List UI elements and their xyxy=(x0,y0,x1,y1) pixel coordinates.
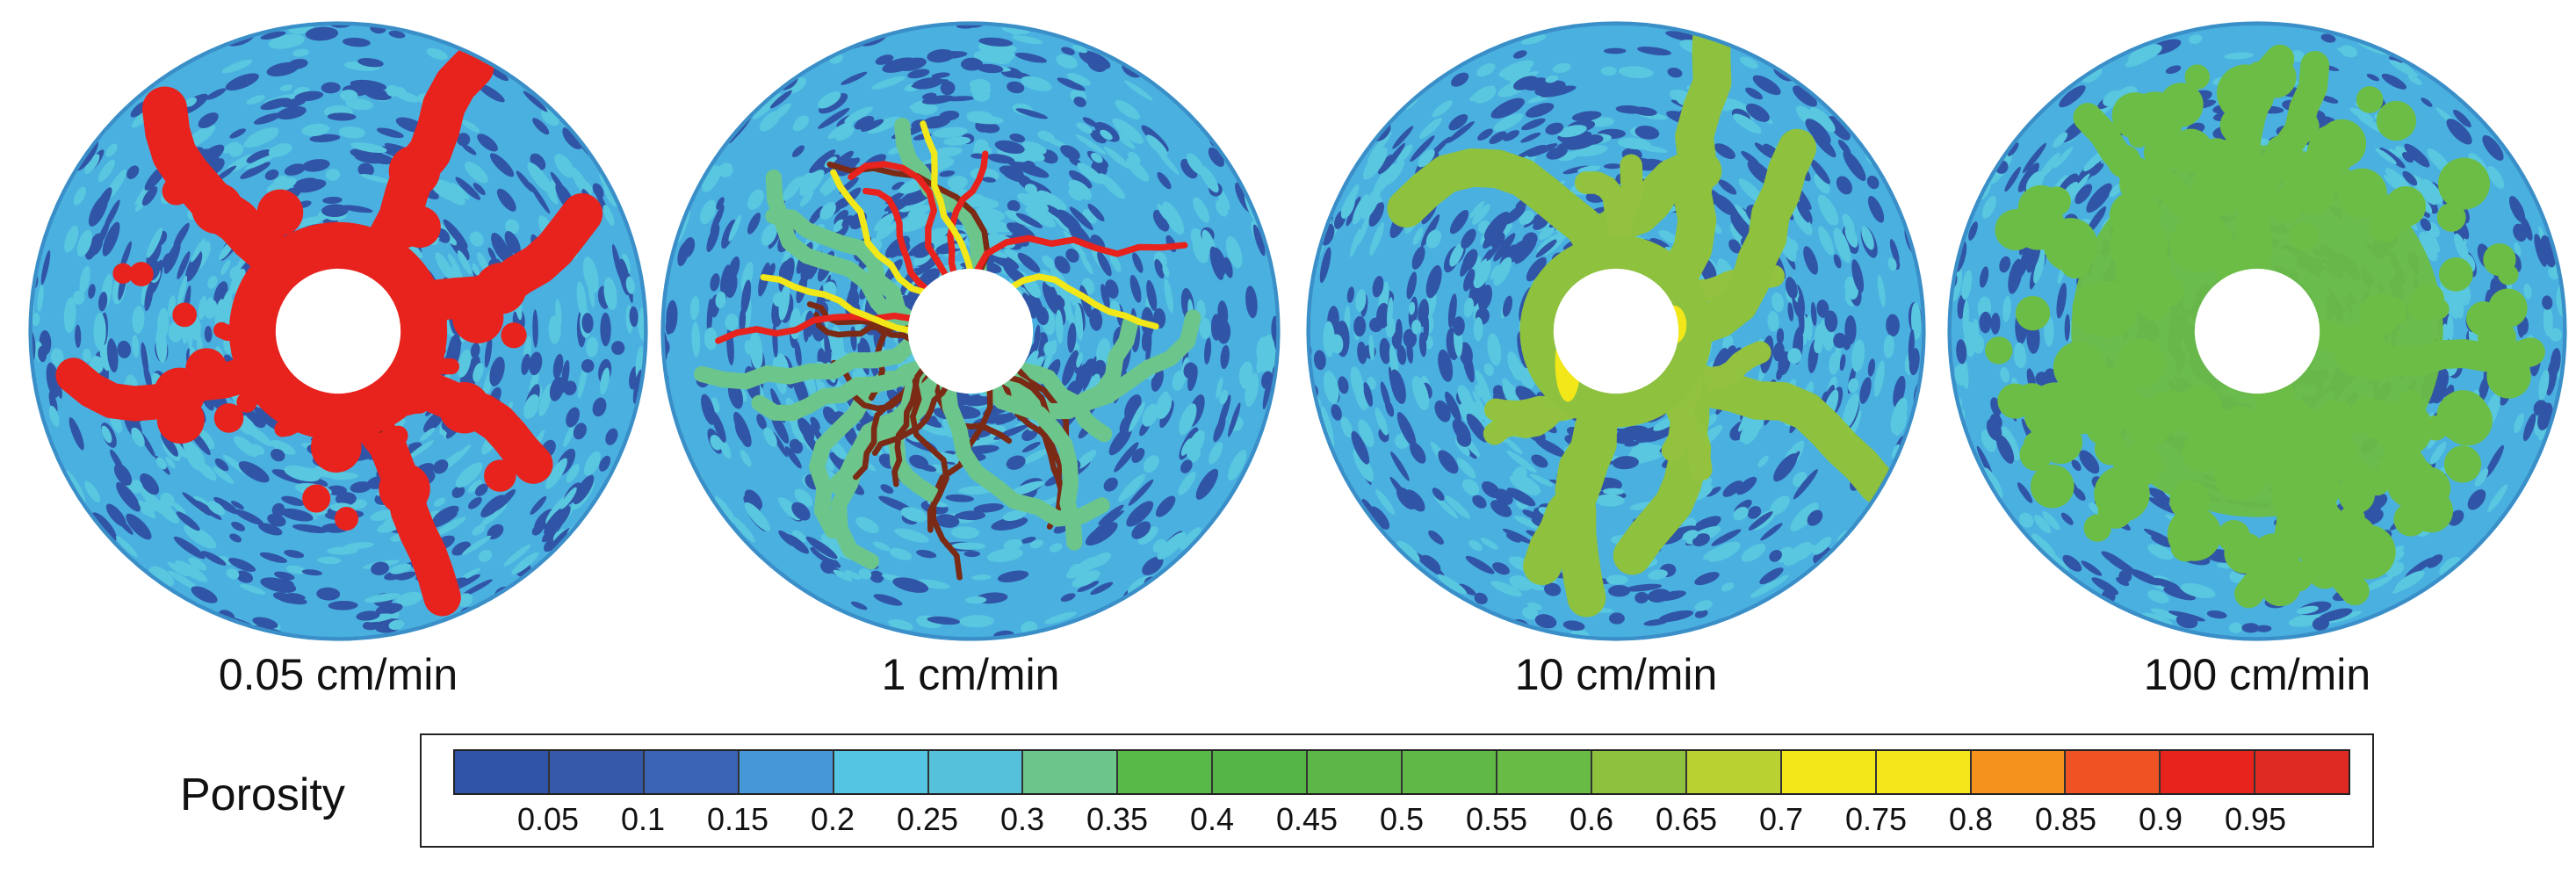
colorbar-swatch-13 xyxy=(1591,751,1687,793)
colorbar-swatch-2 xyxy=(549,751,645,793)
colorbar-label: Porosity xyxy=(180,769,345,820)
panel-10 xyxy=(1295,11,1937,652)
colorbar-swatch-16 xyxy=(1876,751,1972,793)
colorbar-tick: 0.9 xyxy=(2138,801,2183,837)
colorbar-tick: 0.15 xyxy=(706,801,769,837)
colorbar-tick: 0.95 xyxy=(2224,801,2287,837)
colorbar-tick: 0.1 xyxy=(620,801,666,837)
panel-0-05 xyxy=(18,11,659,652)
colorbar-swatch-7 xyxy=(1023,751,1119,793)
colorbar-swatch-1 xyxy=(455,751,550,793)
caption-100: 100 cm/min xyxy=(2143,650,2371,699)
colorbar-swatch-5 xyxy=(833,751,929,793)
core-disk-100 xyxy=(1947,21,2567,641)
colorbar-swatch-8 xyxy=(1118,751,1214,793)
colorbar-tick: 0.2 xyxy=(810,801,855,837)
colorbar-swatch-10 xyxy=(1308,751,1403,793)
colorbar-swatch-17 xyxy=(1971,751,2067,793)
panel-100 xyxy=(1937,11,2576,652)
core-disk-0-05 xyxy=(28,21,648,641)
core-disk-10 xyxy=(1306,21,1926,641)
colorbar-swatch-9 xyxy=(1213,751,1309,793)
colorbar-tick: 0.35 xyxy=(1086,801,1149,837)
colorbar-swatch-14 xyxy=(1686,751,1782,793)
colorbar-tick: 0.7 xyxy=(1758,801,1804,837)
colorbar-swatch-6 xyxy=(928,751,1024,793)
colorbar-swatch-18 xyxy=(2066,751,2161,793)
panel-1 xyxy=(650,11,1291,652)
caption-1: 1 cm/min xyxy=(881,650,1060,699)
colorbar-tick: 0.4 xyxy=(1189,801,1235,837)
colorbar-tick: 0.45 xyxy=(1275,801,1339,837)
colorbar-swatch-20 xyxy=(2255,751,2349,793)
colorbar-tick: 0.8 xyxy=(1948,801,1994,837)
colorbar: 0.05 0.1 0.15 0.2 0.25 0.3 0.35 0.4 0.45 0.5 0.55 0… xyxy=(420,733,2374,848)
colorbar-tick: 0.65 xyxy=(1655,801,1718,837)
colorbar-swatch-4 xyxy=(739,751,834,793)
colorbar-tick: 0.55 xyxy=(1465,801,1528,837)
colorbar-tick: 0.6 xyxy=(1569,801,1614,837)
colorbar-swatch-3 xyxy=(644,751,740,793)
colorbar-swatch-11 xyxy=(1403,751,1497,793)
colorbar-swatch-12 xyxy=(1497,751,1592,793)
colorbar-tick: 0.75 xyxy=(1844,801,1908,837)
colorbar-tick: 0.5 xyxy=(1379,801,1425,837)
colorbar-tick: 0.25 xyxy=(896,801,959,837)
colorbar-tick: 0.3 xyxy=(999,801,1045,837)
core-disk-1 xyxy=(660,21,1281,641)
colorbar-tick: 0.05 xyxy=(516,801,580,837)
colorbar-swatch-15 xyxy=(1781,751,1877,793)
colorbar-swatch-19 xyxy=(2161,751,2256,793)
colorbar-tick: 0.85 xyxy=(2034,801,2097,837)
caption-0-05: 0.05 cm/min xyxy=(218,650,458,699)
caption-10: 10 cm/min xyxy=(1514,650,1718,699)
colorbar-strip xyxy=(453,749,2350,795)
